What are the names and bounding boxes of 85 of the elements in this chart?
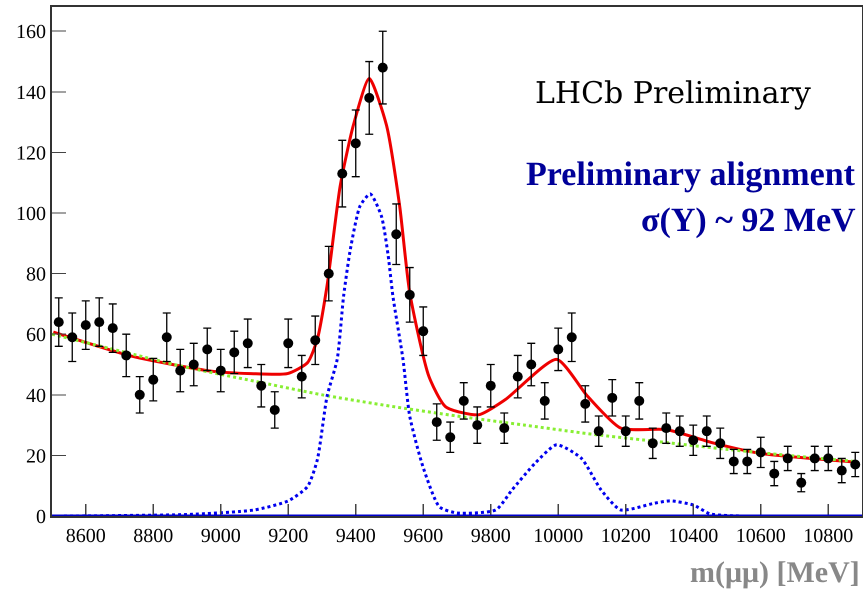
x-tick-label: 9000 (200, 525, 241, 547)
point (94, 317, 104, 328)
point (310, 335, 320, 346)
point (823, 453, 834, 464)
point (499, 423, 510, 434)
point (404, 290, 415, 300)
point (134, 390, 145, 400)
y-tick-label: 60 (26, 324, 46, 346)
point (418, 326, 428, 336)
point (391, 229, 402, 240)
x-tick-label: 9600 (403, 525, 444, 547)
point (620, 426, 631, 436)
point (486, 380, 496, 391)
point (445, 432, 456, 442)
point (756, 447, 766, 458)
point (162, 332, 172, 342)
y-tick-label: 40 (26, 384, 46, 407)
point (728, 456, 739, 466)
point (202, 344, 212, 354)
y-tick-label: 120 (16, 142, 46, 164)
point (526, 360, 536, 370)
point (229, 347, 240, 358)
point (256, 380, 266, 391)
x-tick-label: 8800 (133, 525, 174, 547)
point (634, 396, 644, 406)
x-tick-label: 10000 (533, 525, 584, 547)
point (540, 396, 550, 406)
y-tick-label: 20 (26, 445, 46, 468)
y-tick-label: 80 (26, 264, 46, 286)
annotation: LHCb Preliminary (535, 76, 811, 111)
point (810, 453, 820, 464)
x-tick-label: 10800 (803, 525, 854, 547)
point (121, 350, 132, 360)
point (216, 366, 226, 376)
point (242, 338, 253, 348)
annotation: σ(Υ) ~ 92 MeV (641, 202, 856, 239)
point (661, 423, 672, 434)
y-tick-label: 140 (16, 82, 46, 104)
point (472, 420, 482, 430)
point (648, 438, 658, 448)
y-tick-label: 160 (16, 21, 46, 44)
x-tick-label: 8600 (66, 525, 106, 547)
point (580, 398, 590, 409)
x-axis-title: m(μμ) [MeV] (690, 556, 860, 589)
point (674, 426, 685, 436)
point (688, 435, 698, 446)
point (67, 332, 78, 342)
point (80, 320, 91, 330)
point (283, 338, 294, 348)
x-tick-label: 10600 (736, 525, 786, 547)
point (836, 466, 847, 476)
point (566, 332, 577, 342)
point (337, 168, 348, 179)
point (432, 417, 442, 428)
point (54, 317, 64, 328)
x-tick-label: 9200 (268, 525, 308, 547)
point (594, 426, 604, 436)
annotation: Preliminary alignment (526, 156, 856, 193)
y-tick-label: 100 (16, 203, 46, 226)
point (378, 62, 388, 73)
point (715, 438, 726, 448)
point (324, 268, 334, 279)
point (769, 468, 780, 479)
point (296, 372, 307, 382)
point (512, 372, 523, 382)
point (458, 396, 469, 406)
x-tick-label: 10200 (600, 525, 651, 547)
point (553, 344, 564, 354)
point (742, 456, 752, 466)
point (796, 478, 806, 488)
x-tick-label: 9800 (470, 525, 511, 547)
y-tick-label: 0 (36, 506, 46, 528)
point (364, 92, 374, 103)
point (270, 404, 280, 415)
point (782, 453, 793, 464)
point (702, 426, 712, 436)
point (850, 459, 860, 470)
point (108, 323, 118, 334)
point (188, 360, 199, 370)
point (175, 366, 186, 376)
x-tick-label: 9400 (336, 525, 376, 547)
point (607, 392, 618, 403)
x-tick-label: 10400 (668, 525, 718, 547)
point (148, 374, 158, 385)
point (350, 138, 361, 148)
